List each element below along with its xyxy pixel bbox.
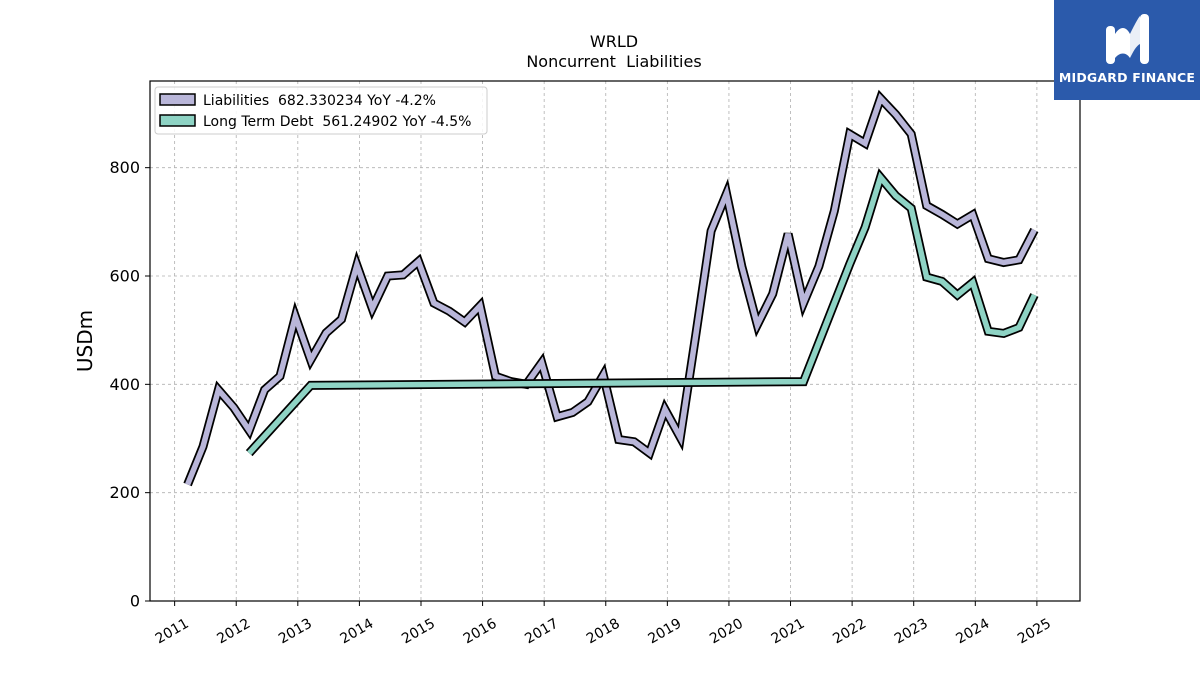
x-tick-label: 2016 — [461, 616, 500, 648]
series-layer — [183, 89, 1039, 487]
x-tick-label: 2022 — [830, 616, 869, 648]
chart-title: WRLD — [590, 32, 638, 51]
x-tick-label: 2023 — [892, 616, 931, 648]
y-axis-label: USDm — [73, 310, 97, 372]
x-tick-label: 2013 — [276, 616, 315, 648]
legend-swatch-liabilities — [159, 93, 196, 106]
x-tick-label: 2011 — [153, 616, 192, 648]
plot-frame — [149, 80, 1081, 602]
x-tick-label: 2012 — [214, 616, 253, 648]
legend: Liabilities 682.330234 YoY -4.2% Long Te… — [154, 86, 488, 135]
x-tick-label: 2014 — [338, 616, 377, 648]
x-tick-label: 2021 — [769, 616, 808, 648]
x-tick-label: 2020 — [707, 616, 746, 648]
y-tick-label: 200 — [109, 483, 140, 502]
legend-label-liabilities: Liabilities 682.330234 YoY -4.2% — [203, 93, 436, 109]
x-tick-label: 2025 — [1015, 616, 1054, 648]
legend-label-long-term-debt: Long Term Debt 561.24902 YoY -4.5% — [203, 114, 471, 130]
x-tick-label: 2019 — [645, 616, 684, 648]
x-tick-label: 2024 — [953, 616, 992, 648]
grid — [150, 81, 1080, 602]
series-outline-liabilities — [183, 89, 1039, 487]
x-tick-label: 2015 — [399, 616, 438, 648]
legend-box — [154, 86, 488, 135]
x-tick-label: 2017 — [522, 616, 561, 648]
y-tick-label: 800 — [109, 158, 140, 177]
y-axis: 0 200 400 600 800 — [109, 158, 150, 611]
series-outline-long-term-debt — [245, 168, 1039, 457]
x-tick-label: 2018 — [584, 616, 623, 648]
brand-logo: MIDGARD FINANCE — [1054, 0, 1200, 100]
series-line-liabilities — [185, 93, 1037, 486]
legend-swatch-long-term-debt — [159, 114, 196, 127]
chart-subtitle: Noncurrent Liabilities — [526, 52, 701, 71]
y-tick-label: 400 — [109, 375, 140, 394]
y-tick-label: 600 — [109, 267, 140, 286]
midgard-logo-icon — [1106, 14, 1149, 64]
brand-name: MIDGARD FINANCE — [1058, 70, 1196, 85]
series-line-long-term-debt — [247, 171, 1037, 455]
x-axis: 2011 2012 2013 2014 2015 2016 2017 2018 2019 2020… — [153, 601, 1054, 647]
y-tick-label: 0 — [130, 592, 140, 611]
